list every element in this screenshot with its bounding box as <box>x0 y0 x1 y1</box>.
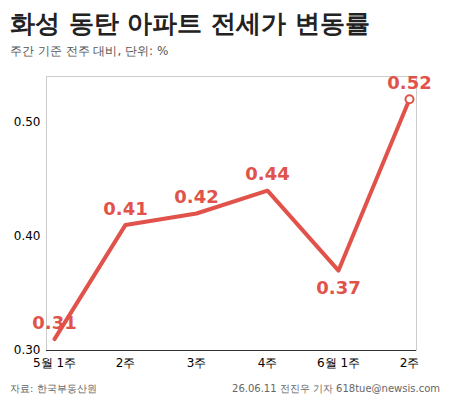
svg-text:0.41: 0.41 <box>103 198 147 219</box>
html-text:26.06.11 전진우 기자 618tue@newsis.: 26.06.11 전진우 기자 618tue@newsis.com <box>232 383 440 394</box>
svg-text:0.30: 0.30 <box>13 343 41 358</box>
svg-text:2주: 2주 <box>116 356 136 370</box>
svg-text:4주: 4주 <box>258 356 278 370</box>
svg-text:0.52: 0.52 <box>387 72 431 93</box>
svg-text:3주: 3주 <box>187 356 207 370</box>
svg-text:2주: 2주 <box>400 356 420 370</box>
html-text:화성 동탄 아파트 전세가 변동률: 화성 동탄 아파트 전세가 변동률 <box>10 9 370 38</box>
svg-text:0.44: 0.44 <box>245 163 289 184</box>
svg-text:0.50: 0.50 <box>14 115 41 129</box>
svg-text:6월 1주: 6월 1주 <box>317 356 360 370</box>
html-text:자료: 한국부동산원: 자료: 한국부동산원 <box>10 383 97 394</box>
svg-text:0.42: 0.42 <box>174 186 218 207</box>
svg-text:5월 1주: 5월 1주 <box>33 356 76 370</box>
svg-text:0.37: 0.37 <box>316 277 360 298</box>
svg-text:0.31: 0.31 <box>32 312 76 333</box>
svg-text:0.40: 0.40 <box>14 229 41 243</box>
html-text:주간 기준 전주 대비, 단위: %: 주간 기준 전주 대비, 단위: % <box>10 44 169 58</box>
